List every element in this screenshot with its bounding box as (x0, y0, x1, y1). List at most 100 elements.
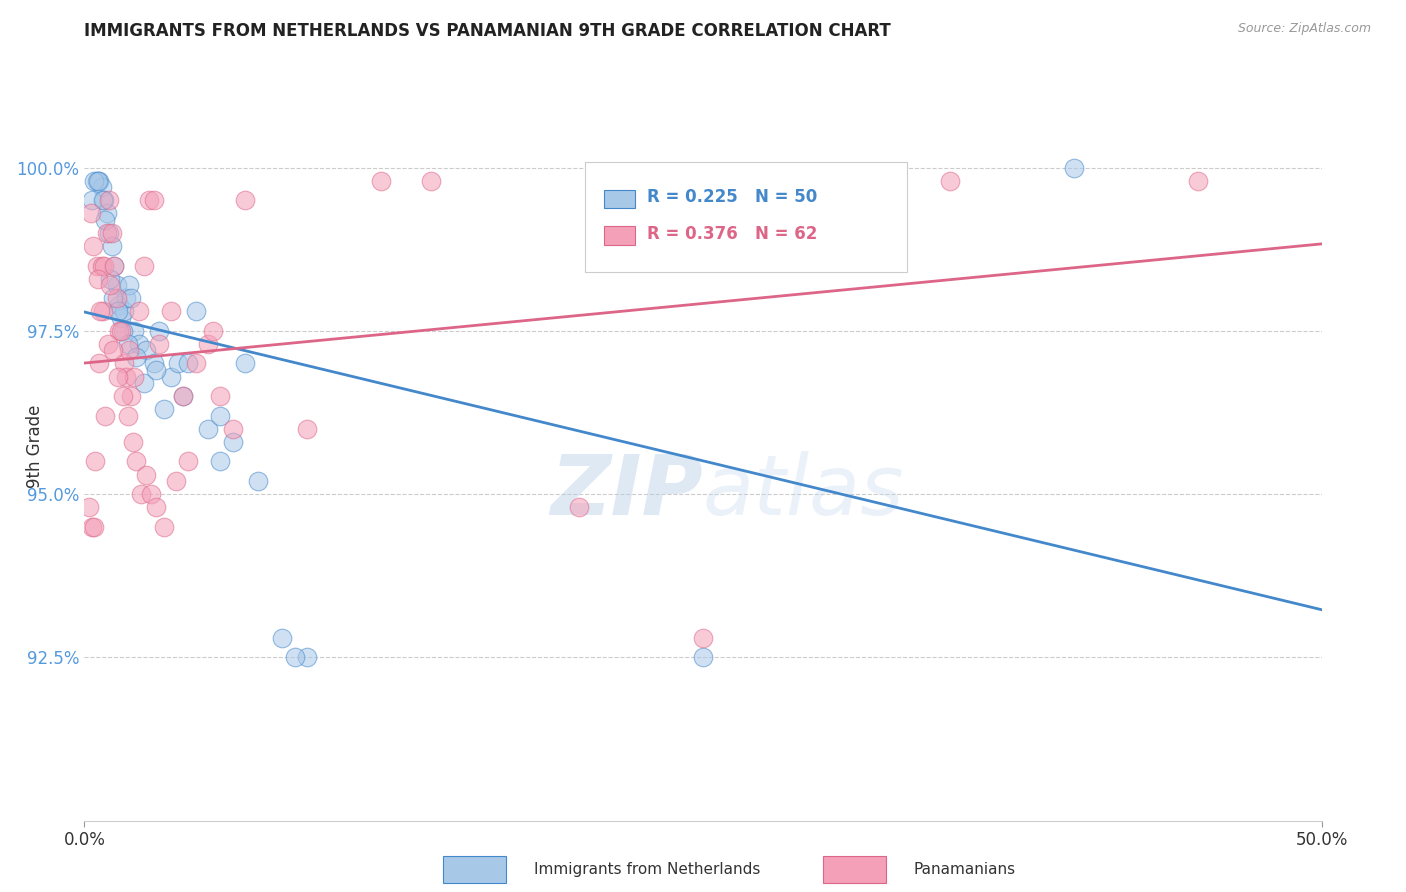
Point (94, 409, 117, 423)
Point (98, 226, 121, 240)
Text: Source: ZipAtlas.com: Source: ZipAtlas.com (1237, 22, 1371, 36)
Point (167, 357, 190, 371)
Point (107, 369, 129, 384)
Point (115, 369, 138, 384)
Point (233, 193, 256, 207)
Point (96, 206, 118, 220)
Point (1187, 174, 1209, 188)
Point (84, 454, 107, 468)
Point (112, 304, 135, 318)
Point (209, 409, 232, 423)
Point (209, 454, 232, 468)
Point (89, 174, 111, 188)
Point (125, 350, 148, 364)
Text: 9th Grade: 9th Grade (27, 404, 44, 488)
Point (105, 291, 128, 305)
Point (152, 402, 174, 417)
Point (98, 271, 121, 285)
Point (79, 206, 101, 220)
Point (284, 650, 307, 665)
Point (145, 500, 167, 515)
FancyBboxPatch shape (585, 162, 907, 272)
Point (87, 174, 110, 188)
Point (295, 650, 318, 665)
Point (132, 259, 155, 273)
Point (222, 434, 245, 449)
Point (110, 324, 132, 338)
Point (96, 226, 118, 240)
Point (692, 631, 714, 645)
Point (141, 487, 163, 501)
Point (160, 304, 183, 318)
Point (142, 193, 165, 207)
Point (101, 291, 124, 305)
Text: atlas: atlas (703, 451, 904, 532)
Point (111, 324, 134, 338)
Point (135, 467, 157, 482)
Point (86, 174, 108, 188)
Text: ZIP: ZIP (550, 451, 703, 532)
Point (172, 389, 194, 403)
Point (160, 369, 183, 384)
Text: Immigrants from Netherlands: Immigrants from Netherlands (534, 863, 761, 877)
Point (83, 520, 105, 534)
Point (172, 389, 194, 403)
Point (177, 357, 200, 371)
FancyBboxPatch shape (605, 227, 636, 244)
Point (105, 278, 128, 293)
Point (120, 389, 142, 403)
FancyBboxPatch shape (605, 190, 636, 208)
Point (79, 500, 101, 515)
Point (138, 193, 160, 207)
Point (145, 363, 167, 377)
Point (209, 389, 232, 403)
Point (233, 357, 256, 371)
Point (112, 357, 135, 371)
Point (148, 324, 170, 338)
Point (148, 337, 170, 351)
Point (93, 259, 115, 273)
Point (118, 278, 141, 293)
Point (101, 343, 124, 358)
Point (111, 389, 134, 403)
Point (419, 174, 441, 188)
Point (80, 520, 103, 534)
Point (197, 337, 219, 351)
Point (121, 434, 143, 449)
Point (184, 304, 207, 318)
Point (103, 259, 125, 273)
Point (118, 343, 141, 358)
Point (1063, 161, 1085, 175)
Point (107, 304, 129, 318)
Point (94, 212, 117, 227)
Point (152, 520, 174, 534)
Point (125, 454, 148, 468)
Point (91, 193, 114, 207)
Point (86, 259, 108, 273)
Point (370, 174, 392, 188)
Point (98, 193, 121, 207)
Point (202, 324, 225, 338)
Point (80, 193, 103, 207)
Point (83, 174, 105, 188)
Point (129, 487, 152, 501)
Point (135, 343, 157, 358)
Point (132, 376, 155, 390)
Point (568, 500, 591, 515)
Point (177, 454, 200, 468)
Point (90, 259, 112, 273)
Text: IMMIGRANTS FROM NETHERLANDS VS PANAMANIAN 9TH GRADE CORRELATION CHART: IMMIGRANTS FROM NETHERLANDS VS PANAMANIA… (84, 22, 891, 40)
Point (692, 650, 714, 665)
Point (246, 474, 269, 488)
Point (939, 174, 962, 188)
Point (93, 193, 115, 207)
Point (295, 422, 318, 436)
Point (98, 278, 121, 293)
Point (184, 357, 207, 371)
Point (89, 304, 111, 318)
Point (165, 474, 187, 488)
Text: R = 0.225   N = 50: R = 0.225 N = 50 (647, 188, 817, 206)
Point (128, 304, 150, 318)
Point (271, 631, 294, 645)
Text: Panamanians: Panamanians (914, 863, 1017, 877)
